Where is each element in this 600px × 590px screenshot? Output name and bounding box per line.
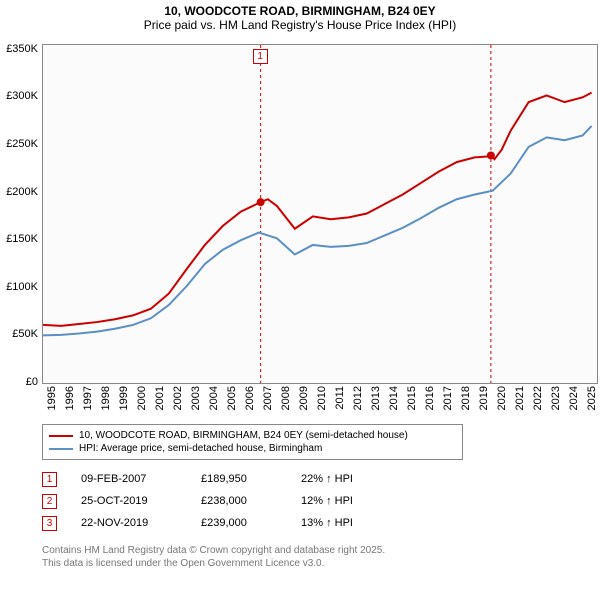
x-tick-label: 2020 xyxy=(496,386,508,410)
events-table: 1 09-FEB-2007£189,95022% ↑ HPI 2 25-OCT-201… xyxy=(42,468,421,534)
event-price: £239,000 xyxy=(201,517,301,529)
y-tick-label: £350K xyxy=(6,43,38,55)
x-tick-label: 2010 xyxy=(316,386,328,410)
x-tick-label: 2015 xyxy=(406,386,418,410)
x-tick-label: 1996 xyxy=(64,386,76,410)
event-row: 2 25-OCT-2019£238,00012% ↑ HPI xyxy=(42,490,421,512)
legend-label-hpi: HPI: Average price, semi-detached house,… xyxy=(79,443,322,454)
x-tick-label: 2001 xyxy=(154,386,166,410)
legend-swatch-property xyxy=(49,435,73,437)
y-tick-label: £0 xyxy=(26,376,38,388)
footer-line-2: This data is licensed under the Open Gov… xyxy=(42,557,385,570)
x-tick-label: 1998 xyxy=(100,386,112,410)
event-row: 1 09-FEB-2007£189,95022% ↑ HPI xyxy=(42,468,421,490)
x-tick-label: 2000 xyxy=(136,386,148,410)
event-price: £238,000 xyxy=(201,495,301,507)
x-tick-label: 2021 xyxy=(514,386,526,410)
event-price: £189,950 xyxy=(201,473,301,485)
event-date: 22-NOV-2019 xyxy=(81,517,201,529)
x-tick-label: 1997 xyxy=(82,386,94,410)
chart-title: 10, WOODCOTE ROAD, BIRMINGHAM, B24 0EY P… xyxy=(0,0,600,34)
event-diff: 22% ↑ HPI xyxy=(301,473,421,485)
y-tick-label: £300K xyxy=(6,90,38,102)
event-row: 3 22-NOV-2019£239,00013% ↑ HPI xyxy=(42,512,421,534)
event-marker-point-3 xyxy=(487,151,495,159)
y-tick-label: £100K xyxy=(6,281,38,293)
x-tick-label: 2024 xyxy=(568,386,580,410)
x-tick-label: 2003 xyxy=(190,386,202,410)
series-hpi xyxy=(43,126,592,335)
y-tick-label: £150K xyxy=(6,233,38,245)
x-tick-label: 2025 xyxy=(586,386,598,410)
y-tick-label: £250K xyxy=(6,138,38,150)
x-tick-label: 1999 xyxy=(118,386,130,410)
x-tick-label: 2008 xyxy=(280,386,292,410)
footer: Contains HM Land Registry data © Crown c… xyxy=(42,544,385,570)
x-tick-label: 2023 xyxy=(550,386,562,410)
legend-item-hpi: HPI: Average price, semi-detached house,… xyxy=(49,442,456,455)
title-line-2: Price paid vs. HM Land Registry's House … xyxy=(0,18,600,32)
x-tick-label: 2002 xyxy=(172,386,184,410)
x-tick-label: 1995 xyxy=(46,386,58,410)
x-tick-label: 2019 xyxy=(478,386,490,410)
event-diff: 12% ↑ HPI xyxy=(301,495,421,507)
x-tick-label: 2012 xyxy=(352,386,364,410)
y-tick-label: £200K xyxy=(6,186,38,198)
legend: 10, WOODCOTE ROAD, BIRMINGHAM, B24 0EY (… xyxy=(42,424,463,460)
event-date: 09-FEB-2007 xyxy=(81,473,201,485)
x-tick-label: 2013 xyxy=(370,386,382,410)
legend-swatch-hpi xyxy=(49,448,73,450)
x-tick-label: 2011 xyxy=(334,386,346,410)
event-id-box: 3 xyxy=(42,516,57,531)
event-marker-point-1 xyxy=(257,198,265,206)
legend-label-property: 10, WOODCOTE ROAD, BIRMINGHAM, B24 0EY (… xyxy=(79,430,408,441)
x-tick-label: 2004 xyxy=(208,386,220,410)
chart-plot-area xyxy=(42,44,598,384)
x-tick-label: 2017 xyxy=(442,386,454,410)
title-line-1: 10, WOODCOTE ROAD, BIRMINGHAM, B24 0EY xyxy=(0,4,600,18)
series-property xyxy=(43,93,592,326)
legend-item-property: 10, WOODCOTE ROAD, BIRMINGHAM, B24 0EY (… xyxy=(49,429,456,442)
x-tick-label: 2006 xyxy=(244,386,256,410)
event-marker-label-1: 1 xyxy=(253,49,268,64)
event-id-box: 1 xyxy=(42,472,57,487)
x-tick-label: 2014 xyxy=(388,386,400,410)
event-id-box: 2 xyxy=(42,494,57,509)
x-tick-label: 2005 xyxy=(226,386,238,410)
x-tick-label: 2009 xyxy=(298,386,310,410)
event-date: 25-OCT-2019 xyxy=(81,495,201,507)
event-diff: 13% ↑ HPI xyxy=(301,517,421,529)
x-tick-label: 2007 xyxy=(262,386,274,410)
footer-line-1: Contains HM Land Registry data © Crown c… xyxy=(42,544,385,557)
x-tick-label: 2022 xyxy=(532,386,544,410)
y-tick-label: £50K xyxy=(12,328,38,340)
x-tick-label: 2016 xyxy=(424,386,436,410)
x-tick-label: 2018 xyxy=(460,386,472,410)
